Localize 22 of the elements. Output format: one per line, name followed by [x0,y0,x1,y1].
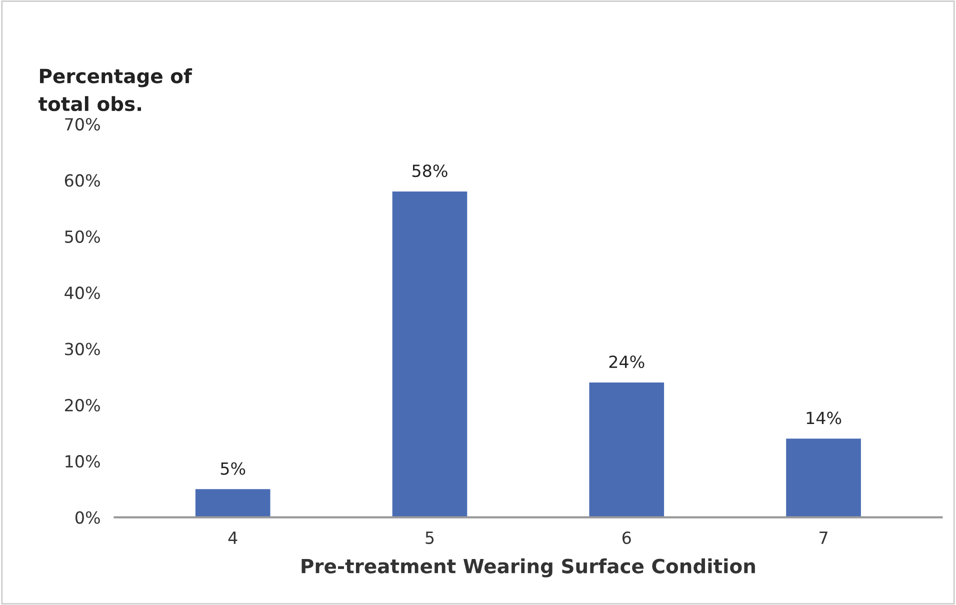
bar [786,438,861,518]
y-tick-label: 10% [66,455,100,468]
x-tick-label: 6 [622,531,631,544]
data-label: 5% [220,462,246,475]
bar [589,382,664,518]
data-label: 58% [412,164,448,178]
y-tick-label: 70% [65,118,100,131]
y-tick-label: 30% [65,342,100,356]
bar [195,489,270,518]
x-tick-label: 4 [228,532,238,544]
y-axis-title: Percentage of total obs. [38,68,192,112]
y-tick-label: 0% [75,511,100,524]
y-tick-label: 60% [64,174,100,187]
data-label: 24% [609,356,644,368]
y-tick-label: 20% [65,398,100,412]
y-tick-label: 40% [64,286,100,300]
data-label: 14% [806,412,842,424]
x-axis-title: Pre-treatment Wearing Surface Condition [302,558,755,578]
bar [392,191,468,518]
x-tick-label: 5 [426,532,434,544]
x-tick-label: 7 [820,532,828,544]
y-tick-label: 50% [65,230,100,243]
